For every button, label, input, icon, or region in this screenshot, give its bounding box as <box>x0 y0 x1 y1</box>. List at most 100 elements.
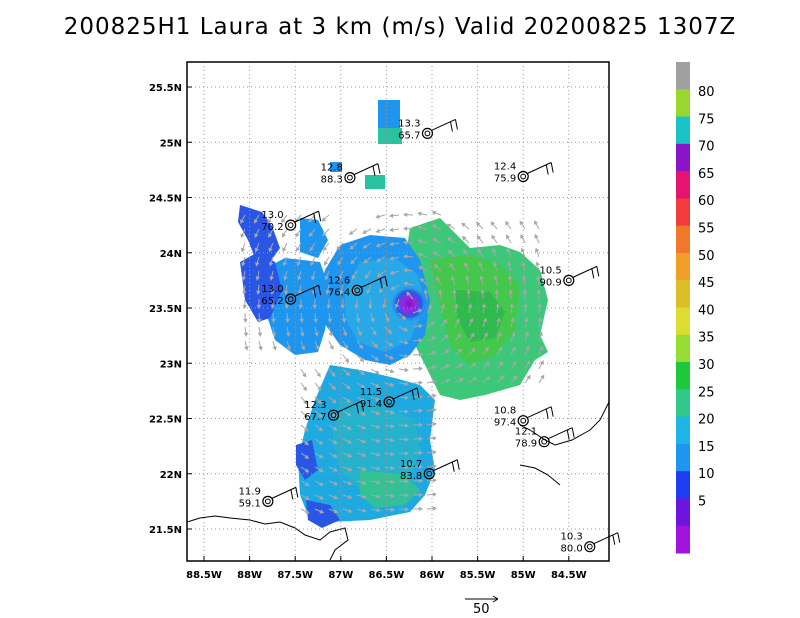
wind-vector-head <box>375 228 381 234</box>
wind-vector-head <box>418 366 424 371</box>
wind-vector-head <box>257 318 262 324</box>
station-ring-icon <box>285 219 297 231</box>
station-bottom-value: 91.4 <box>360 399 382 410</box>
wind-vector-head <box>417 211 422 217</box>
wind-vector-head <box>521 261 526 266</box>
wind-vector-head <box>304 454 310 459</box>
wind-vector-head <box>389 241 394 247</box>
lat-label: 22.5N <box>149 415 182 426</box>
colorbar-segment <box>676 334 690 363</box>
wind-barb-staff <box>294 284 319 297</box>
wind-vector-head <box>492 261 498 267</box>
station-dot-icon <box>541 438 548 445</box>
wind-vector-head <box>462 249 468 254</box>
wind-vector-head <box>389 227 394 233</box>
wind-vector-head <box>404 423 410 428</box>
station-ring-icon <box>421 127 434 140</box>
wind-vector-head <box>495 303 500 308</box>
station-ring-icon <box>262 495 274 507</box>
wind-vector-head <box>454 303 459 308</box>
wind-vector-head <box>404 395 409 400</box>
colorbar-label: 60 <box>698 194 715 209</box>
station-dot-icon <box>565 277 572 284</box>
wind-vector-head <box>299 318 304 323</box>
wind-vector-head <box>270 304 276 310</box>
wind-vector-head <box>303 399 308 405</box>
station-marker: 11.591.4 <box>360 387 420 410</box>
lon-label: 86.5W <box>369 570 405 581</box>
wind-vector-head <box>498 346 503 352</box>
wind-vector-head <box>496 317 501 322</box>
wind-vector-head <box>465 275 470 281</box>
wind-vector-head <box>526 374 531 380</box>
wind-vector-head <box>240 219 245 224</box>
wind-vector-head <box>256 290 261 295</box>
lon-label: 85.5W <box>460 570 496 581</box>
wind-vector-head <box>349 245 355 250</box>
lat-label: 23.5N <box>149 304 182 315</box>
wind-vector-head <box>389 368 395 374</box>
lat-label: 22N <box>160 470 182 481</box>
wind-vector-head <box>340 304 345 310</box>
station-dot-icon <box>520 173 527 180</box>
wind-vector-head <box>310 261 315 267</box>
wind-vector-head <box>315 345 320 351</box>
wind-vector-head <box>361 452 367 458</box>
wind-vector-head <box>506 247 511 253</box>
wind-vector-head <box>241 276 247 281</box>
wind-vector-head <box>431 224 437 229</box>
wind-vector-head <box>364 274 370 279</box>
wind-patch <box>300 218 328 258</box>
station-top-value: 12.3 <box>304 400 326 411</box>
wind-vector-head <box>520 247 525 253</box>
wind-vector-head <box>242 304 248 310</box>
wind-vector-head <box>404 367 409 373</box>
wind-vector-head <box>436 276 441 281</box>
colorbar-label: 45 <box>698 276 715 291</box>
wind-vector-head <box>455 318 460 323</box>
longitude-labels: 88.5W 88W 87.5W 87W 86.5W 86W 85.5W 85W 84.5W <box>186 570 587 581</box>
wind-vector-head <box>318 467 324 472</box>
wind-vector-head <box>324 260 329 266</box>
wind-barb-flag <box>612 534 616 545</box>
wind-vector-head <box>540 374 545 380</box>
wind-vector-head <box>331 399 337 404</box>
wind-vector-head <box>347 439 353 444</box>
station-bottom-value: 75.9 <box>494 174 516 185</box>
wind-vector-head <box>525 345 530 351</box>
wind-vector-head <box>505 234 511 240</box>
wind-vector-head <box>297 275 302 281</box>
wind-vector-head <box>304 482 310 487</box>
wind-vector-head <box>469 317 474 323</box>
wind-vector-head <box>385 317 390 323</box>
wind-vector-head <box>522 288 528 294</box>
station-dot-icon <box>347 174 353 181</box>
wind-vector-head <box>323 246 328 252</box>
chart-title: 200825H1 Laura at 3 km (m/s) Valid 20200… <box>63 14 737 40</box>
wind-vector-head <box>308 232 314 237</box>
wind-vector-head <box>485 376 491 381</box>
station-marker: 13.065.2 <box>261 284 322 307</box>
wind-vector-head <box>491 234 496 240</box>
wind-barb-staff <box>294 210 319 223</box>
station-ring-icon <box>517 170 529 183</box>
lon-label: 87W <box>328 570 353 581</box>
wind-barb-flag <box>550 162 554 173</box>
wind-vector-head <box>452 288 457 294</box>
wind-vector-head <box>359 357 365 363</box>
wind-vector-head <box>332 426 338 431</box>
wind-vector-head <box>402 212 408 218</box>
wind-vector-head <box>493 275 499 280</box>
station-marker: 13.365.7 <box>398 118 458 141</box>
wind-vector-head <box>361 438 367 444</box>
wind-vector-head <box>494 288 500 294</box>
wind-vector-head <box>347 425 352 430</box>
wind-vector-head <box>271 318 276 324</box>
wind-barb-flag <box>318 211 322 222</box>
wind-vector-head <box>324 275 329 281</box>
wind-vector-head <box>300 332 305 337</box>
wind-vector-head <box>361 411 367 416</box>
wind-vector-head <box>418 408 424 414</box>
colorbar-label: 15 <box>698 440 715 455</box>
